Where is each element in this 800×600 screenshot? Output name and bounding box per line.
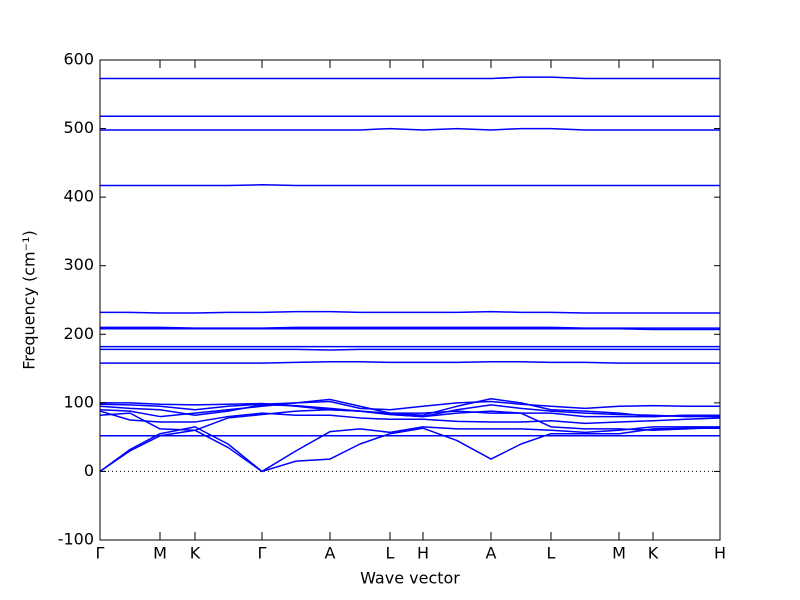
band-line — [99, 404, 720, 418]
band-line — [100, 310, 720, 314]
y-tick-label: 400 — [63, 187, 94, 206]
x-tick-label: Γ — [258, 544, 267, 563]
y-tick-label: 500 — [63, 118, 94, 137]
x-tick-label: M — [612, 544, 626, 563]
band-line — [100, 348, 720, 351]
y-tick-label: 200 — [63, 324, 94, 343]
band-line — [100, 328, 720, 331]
x-tick-label: L — [386, 544, 395, 563]
band-line — [100, 127, 720, 131]
x-tick-label: K — [648, 544, 659, 563]
x-tick-label: M — [153, 544, 167, 563]
x-tick-label: A — [325, 544, 336, 563]
x-tick-label: H — [417, 544, 429, 563]
y-tick-label: 100 — [63, 392, 94, 411]
band-line — [99, 400, 720, 411]
x-tick-label: L — [547, 544, 556, 563]
x-tick-label: Γ — [96, 544, 105, 563]
y-tick-label: 600 — [63, 50, 94, 69]
y-tick-label: 0 — [84, 461, 94, 480]
band-line — [99, 426, 720, 473]
x-tick-label: A — [486, 544, 497, 563]
band-line — [100, 326, 720, 329]
band-line — [100, 184, 720, 187]
band-line — [100, 76, 720, 80]
x-tick-label: H — [714, 544, 726, 563]
band-line — [99, 410, 721, 425]
plot-frame — [99, 59, 721, 541]
x-axis-label: Wave vector — [360, 569, 460, 588]
y-tick-label: -100 — [58, 530, 94, 549]
band-line — [99, 427, 720, 473]
y-axis-label: Frequency (cm⁻¹) — [20, 230, 39, 369]
band-line — [100, 360, 720, 364]
band-line — [100, 402, 721, 418]
x-tick-label: K — [190, 544, 201, 563]
y-tick-label: 300 — [63, 255, 94, 274]
band-line — [99, 397, 720, 418]
